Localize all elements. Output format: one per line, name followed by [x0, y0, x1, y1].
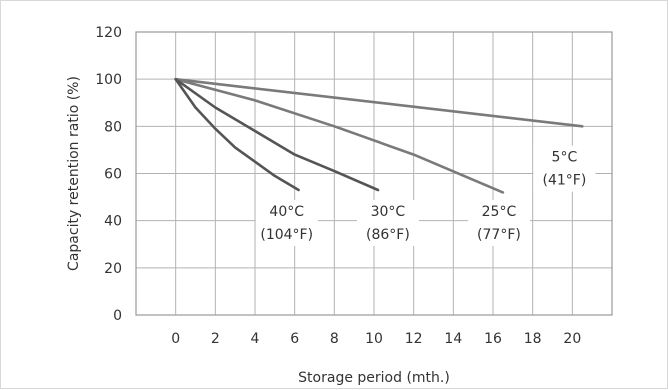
plot-border	[135, 31, 613, 316]
annotation-label: (41°F)	[543, 173, 587, 189]
annotation-label: 30°C	[371, 204, 406, 220]
x-tick-label: 2	[211, 331, 220, 347]
annotation-background	[356, 199, 419, 246]
annotation-label: 5°C	[552, 150, 578, 166]
y-tick-label: 100	[95, 72, 122, 88]
x-tick-label: 6	[290, 331, 299, 347]
x-tick-labels: 0 2 4 6 8 10 12 14 16 18 20	[171, 331, 581, 347]
y-tick-label: 0	[113, 308, 122, 324]
annotation-label: (86°F)	[366, 227, 410, 243]
series-line-2	[174, 77, 380, 192]
annotations: 5°C (41°F) 40°C (104°F) 30°C (86°F) 25°C (77°F)	[260, 150, 586, 243]
annotation-background	[533, 145, 596, 192]
x-tick-label: 0	[171, 331, 180, 347]
x-axis-title: Storage period (mth.)	[298, 370, 450, 386]
annotation-label: (104°F)	[260, 227, 313, 243]
annotation-label: 40°C	[269, 204, 304, 220]
x-tick-label: 18	[524, 331, 542, 347]
annotation-background	[255, 199, 318, 246]
y-tick-label: 60	[104, 167, 122, 183]
series-lines	[174, 77, 584, 194]
x-tick-label: 8	[330, 331, 339, 347]
x-tick-label: 10	[365, 331, 383, 347]
x-tick-label: 16	[484, 331, 502, 347]
x-tick-label: 14	[444, 331, 462, 347]
series-line-3	[174, 77, 300, 192]
y-tick-label: 40	[104, 214, 122, 230]
y-tick-label: 80	[104, 119, 122, 135]
y-tick-labels: 0 20 40 60 80 100 120	[95, 25, 122, 324]
y-axis-title: Capacity retention ratio (%)	[66, 76, 82, 271]
y-tick-label: 120	[95, 25, 122, 41]
annotation-background	[467, 199, 530, 246]
annotation-label: 25°C	[482, 204, 517, 220]
series-line-0	[174, 77, 584, 128]
series-line-1	[174, 77, 505, 194]
x-tick-label: 4	[251, 331, 260, 347]
x-tick-label: 12	[405, 331, 423, 347]
x-tick-label: 20	[563, 331, 581, 347]
y-tick-label: 20	[104, 261, 122, 277]
annotation-backgrounds	[255, 145, 596, 246]
annotation-label: (77°F)	[477, 227, 521, 243]
